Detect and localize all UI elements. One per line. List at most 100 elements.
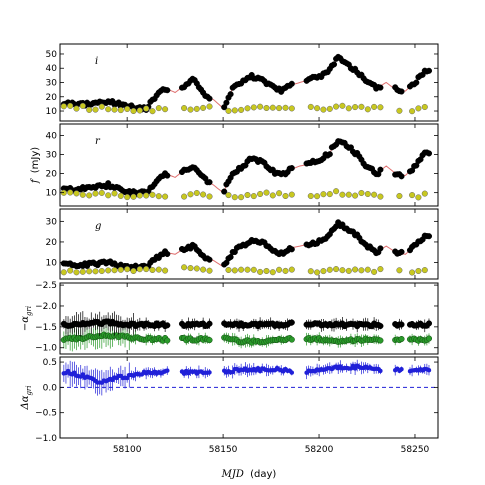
data-point xyxy=(98,189,105,196)
data-point xyxy=(164,250,171,258)
panel-alpha: −1.0 −1.5 −2.0 −2.5 −αgri xyxy=(20,281,439,355)
data-point xyxy=(155,266,162,273)
data-point xyxy=(193,189,200,197)
data-point xyxy=(425,335,433,342)
data-point xyxy=(257,190,264,198)
axis-title-subscript: gri xyxy=(25,385,33,395)
data-point xyxy=(288,266,295,273)
flux-axis-title-var: f xyxy=(30,177,41,184)
x-tick-label: 58150 xyxy=(209,445,238,455)
data-point xyxy=(314,269,321,276)
data-point xyxy=(314,105,321,112)
data-point xyxy=(223,99,230,106)
data-point xyxy=(111,190,118,197)
data-point xyxy=(193,105,200,112)
data-point xyxy=(345,191,352,198)
data-point xyxy=(143,192,150,199)
y-tick-label: −1.0 xyxy=(35,344,57,354)
x-tick-label: 58100 xyxy=(113,445,142,455)
flux-axis-title: f (mJy) xyxy=(30,147,41,184)
panel-r: 10 20 30 40 r xyxy=(46,123,439,207)
data-point xyxy=(377,104,384,111)
data-point xyxy=(352,192,359,199)
data-point xyxy=(67,267,74,274)
data-point xyxy=(358,103,365,110)
y-tick-label: 40 xyxy=(46,64,58,74)
data-point xyxy=(339,191,346,198)
data-point xyxy=(130,267,137,275)
panel-alpha-series-green xyxy=(60,323,433,352)
data-point xyxy=(358,189,365,197)
data-point xyxy=(206,256,213,263)
data-point xyxy=(398,173,405,180)
data-point xyxy=(421,190,428,197)
data-point xyxy=(206,320,213,327)
y-tick-label: 20 xyxy=(46,238,58,248)
axis-title-subscript: gri xyxy=(25,306,33,316)
data-point xyxy=(425,67,433,74)
data-point xyxy=(225,107,232,114)
data-point xyxy=(288,336,295,343)
panel-letter-g: g xyxy=(95,221,101,232)
data-point xyxy=(371,268,378,275)
data-point xyxy=(86,192,93,199)
data-point xyxy=(371,191,378,198)
data-point xyxy=(149,108,156,115)
data-point xyxy=(314,193,321,200)
panel-g-series-black xyxy=(60,219,433,272)
data-point xyxy=(339,267,346,274)
data-point xyxy=(73,190,80,197)
y-tick-label: 0.0 xyxy=(43,383,58,393)
data-point xyxy=(200,104,207,111)
data-point xyxy=(130,193,137,200)
data-point xyxy=(326,191,333,198)
flux-axis-title-unit: (mJy) xyxy=(30,147,41,174)
data-point xyxy=(398,248,405,255)
data-point xyxy=(269,192,276,199)
data-point xyxy=(276,105,283,112)
axis-title-symbol: Δα xyxy=(20,395,31,410)
data-point xyxy=(377,193,384,200)
data-point xyxy=(364,106,371,113)
data-point xyxy=(399,366,404,372)
panel-g-frame xyxy=(59,208,439,280)
data-point xyxy=(231,107,238,114)
data-point xyxy=(206,193,213,200)
data-point xyxy=(227,91,234,98)
data-point xyxy=(200,191,207,198)
data-point xyxy=(206,103,213,110)
data-point xyxy=(333,266,340,273)
data-point xyxy=(276,190,283,197)
data-point xyxy=(378,368,383,374)
data-point xyxy=(105,106,112,113)
panel-r-frame xyxy=(59,123,439,207)
data-point xyxy=(124,105,131,113)
data-point xyxy=(231,194,238,201)
x-axis-title: MJD (day) xyxy=(221,469,277,480)
data-point xyxy=(187,265,194,272)
y-tick-label: 40 xyxy=(46,131,58,141)
panel-delta-series-blue xyxy=(61,359,432,396)
data-point xyxy=(330,61,338,68)
data-point xyxy=(398,335,405,343)
x-tick-label: 58200 xyxy=(305,445,334,455)
y-tick-label: −2.5 xyxy=(35,281,57,291)
data-point xyxy=(60,103,67,110)
data-point xyxy=(206,95,213,102)
data-point xyxy=(136,107,143,114)
data-point xyxy=(73,105,80,112)
data-point xyxy=(320,268,327,275)
data-point xyxy=(164,322,171,329)
data-point xyxy=(415,105,422,112)
y-tick-label: 10 xyxy=(46,259,58,269)
data-point xyxy=(307,192,314,200)
data-point xyxy=(371,103,378,110)
panel-delta-frame xyxy=(59,356,439,439)
data-point xyxy=(276,266,283,273)
data-point xyxy=(320,106,327,113)
data-point xyxy=(181,193,188,200)
data-point xyxy=(206,337,213,344)
data-point xyxy=(345,267,352,274)
data-point xyxy=(288,191,295,198)
data-point xyxy=(244,105,251,112)
